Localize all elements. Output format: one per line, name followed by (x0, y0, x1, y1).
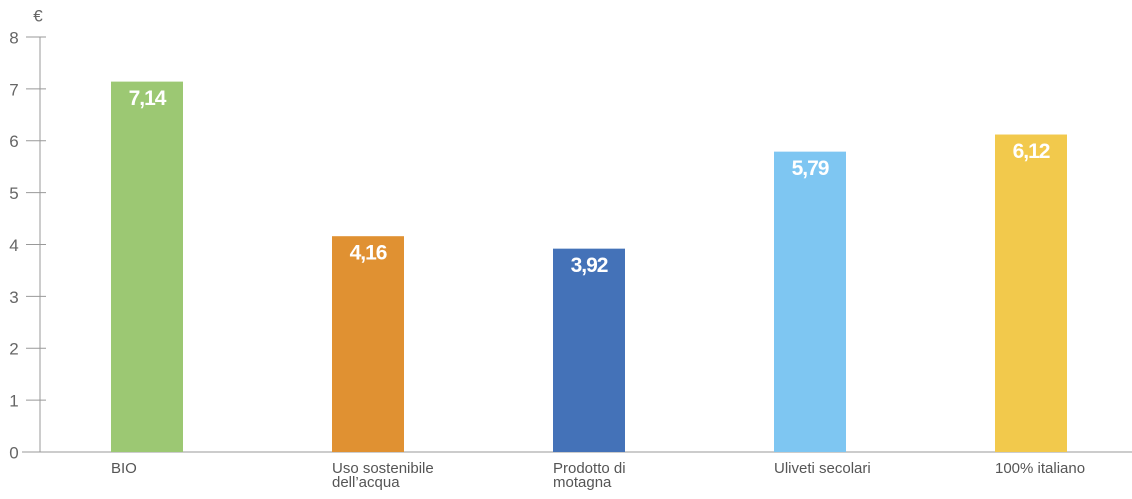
bar (332, 236, 404, 452)
y-tick-label: 6 (9, 132, 18, 151)
y-tick-label: 7 (9, 80, 18, 99)
bar (111, 81, 183, 453)
y-tick-label: 5 (9, 184, 18, 203)
value-label: 5,79 (792, 157, 829, 180)
x-tick-label: BIO (111, 460, 137, 477)
bar (774, 151, 846, 453)
bar (995, 134, 1067, 452)
value-label: 4,16 (350, 242, 387, 265)
x-tick-label: Uliveti secolari (774, 460, 871, 477)
y-tick-label: 8 (9, 28, 18, 47)
y-tick-label: 2 (9, 340, 18, 359)
y-tick-label: 1 (9, 392, 18, 411)
y-axis-label: € (33, 6, 43, 25)
x-tick-label: Uso sostenibile dell’acqua (332, 460, 434, 491)
x-tick-label: 100% italiano (995, 460, 1086, 477)
value-label: 3,92 (571, 254, 608, 277)
y-tick-label: 4 (9, 236, 18, 255)
bar (553, 248, 625, 452)
value-label: 7,14 (129, 87, 167, 110)
value-label: 6,12 (1013, 140, 1050, 163)
y-tick-label: 3 (9, 288, 18, 307)
y-tick-label: 0 (9, 443, 18, 462)
x-tick-label: Prodotto di motagna (553, 460, 626, 491)
